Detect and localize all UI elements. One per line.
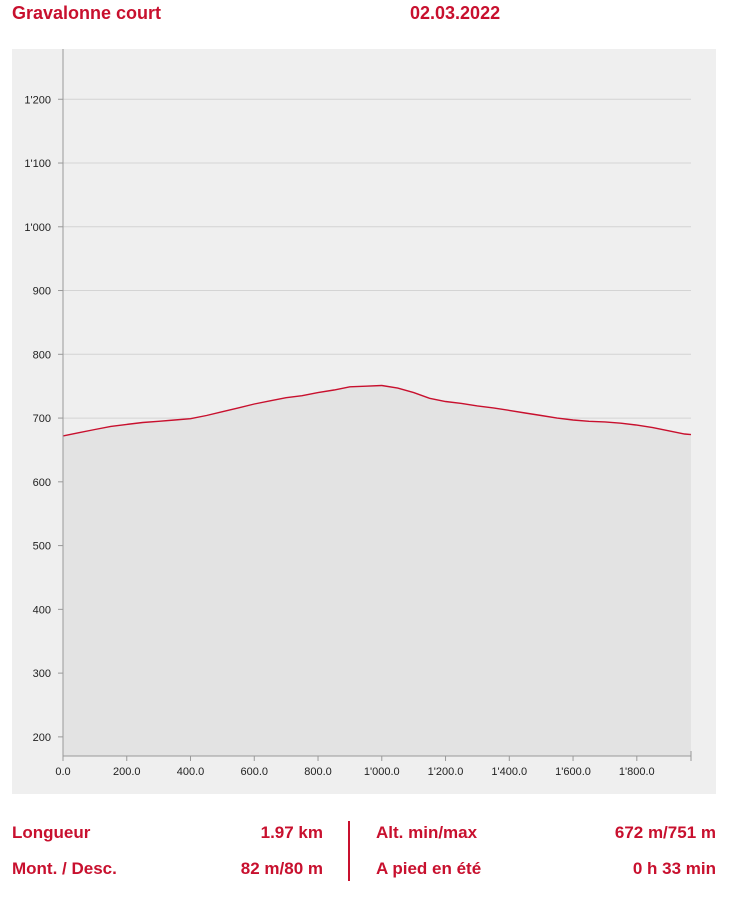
x-tick-label: 1'800.0 — [619, 766, 655, 778]
x-tick-label: 0.0 — [55, 766, 70, 778]
y-tick-label: 1'000 — [24, 222, 51, 234]
elevation-point — [572, 419, 574, 421]
x-tick-label: 1'400.0 — [491, 766, 527, 778]
updown-value: 82 m/80 m — [240, 859, 323, 878]
length-label: Longueur — [12, 823, 91, 842]
y-tick-label: 700 — [33, 413, 51, 425]
elevation-point — [253, 403, 255, 405]
elevation-point — [620, 422, 622, 424]
y-tick-label: 400 — [33, 604, 51, 616]
route-title: Gravalonne court — [12, 3, 162, 23]
y-tick-label: 1'100 — [24, 158, 51, 170]
altitude-value: 672 m/751 m — [614, 823, 716, 842]
elevation-point — [684, 433, 686, 435]
elevation-point — [365, 385, 367, 387]
elevation-point — [604, 421, 606, 423]
elevation-point — [349, 386, 351, 388]
elevation-point — [190, 418, 192, 420]
x-tick-label: 1'600.0 — [555, 766, 591, 778]
elevation-point — [397, 387, 399, 389]
y-tick-label: 1'200 — [24, 94, 51, 106]
elevation-point — [126, 424, 128, 426]
elevation-line — [62, 384, 692, 437]
elevation-point — [142, 422, 144, 424]
x-tick-label: 800.0 — [304, 766, 332, 778]
walk-time-value: 0 h 33 min — [632, 859, 716, 878]
elevation-point — [429, 397, 431, 399]
x-tick-label: 600.0 — [241, 766, 269, 778]
elevation-chart-svg: 200 300 400 500 600 700 800 900 1'000 1'100 1'200 0… — [24, 49, 692, 778]
y-tick-label: 200 — [33, 732, 51, 744]
stats-divider — [348, 821, 350, 881]
elevation-point — [461, 403, 463, 405]
axis-layer: 200 300 400 500 600 700 800 900 1'000 1'100 1'200 0… — [24, 49, 692, 778]
elevation-point — [269, 400, 271, 402]
elevation-point — [62, 435, 64, 437]
x-tick-label: 1'000.0 — [364, 766, 400, 778]
elevation-point — [158, 420, 160, 422]
elevation-point — [301, 395, 303, 397]
route-date: 02.03.2022 — [410, 3, 501, 23]
altitude-label: Alt. min/max — [376, 823, 478, 842]
length-value: 1.97 km — [260, 823, 323, 842]
elevation-point — [413, 392, 415, 394]
elevation-point — [78, 432, 80, 434]
elevation-point — [222, 411, 224, 413]
x-tick-label: 1'200.0 — [428, 766, 464, 778]
y-tick-label: 600 — [33, 477, 51, 489]
route-stats: Longueur 1.97 km Mont. / Desc. 82 m/80 m… — [0, 815, 733, 885]
elevation-point — [317, 392, 319, 394]
y-tick-label: 500 — [33, 541, 51, 553]
elevation-point — [588, 420, 590, 422]
elevation-point — [381, 385, 383, 387]
elevation-point — [508, 410, 510, 412]
y-tick-label: 300 — [33, 668, 51, 680]
elevation-point — [285, 397, 287, 399]
elevation-point — [94, 429, 96, 431]
elevation-point — [493, 407, 495, 409]
elevation-point — [652, 427, 654, 429]
x-tick-label: 400.0 — [177, 766, 205, 778]
elevation-point — [174, 419, 176, 421]
x-tick-label: 200.0 — [113, 766, 141, 778]
elevation-point — [206, 415, 208, 417]
elevation-point — [524, 412, 526, 414]
elevation-point — [333, 389, 335, 391]
elevation-point — [556, 417, 558, 419]
elevation-point — [540, 415, 542, 417]
elevation-area — [63, 385, 691, 756]
elevation-point — [445, 401, 447, 403]
walk-time-label: A pied en été — [376, 859, 482, 878]
elevation-point — [477, 405, 479, 407]
elevation-point — [110, 426, 112, 428]
elevation-point — [690, 434, 692, 436]
elevation-point — [636, 424, 638, 426]
elevation-point — [238, 407, 240, 409]
elevation-chart: 200 300 400 500 600 700 800 900 1'000 1'100 1'200 0… — [12, 49, 716, 794]
elevation-point — [668, 430, 670, 432]
updown-label: Mont. / Desc. — [12, 859, 117, 878]
y-tick-label: 800 — [33, 349, 51, 361]
y-tick-label: 900 — [33, 286, 51, 298]
